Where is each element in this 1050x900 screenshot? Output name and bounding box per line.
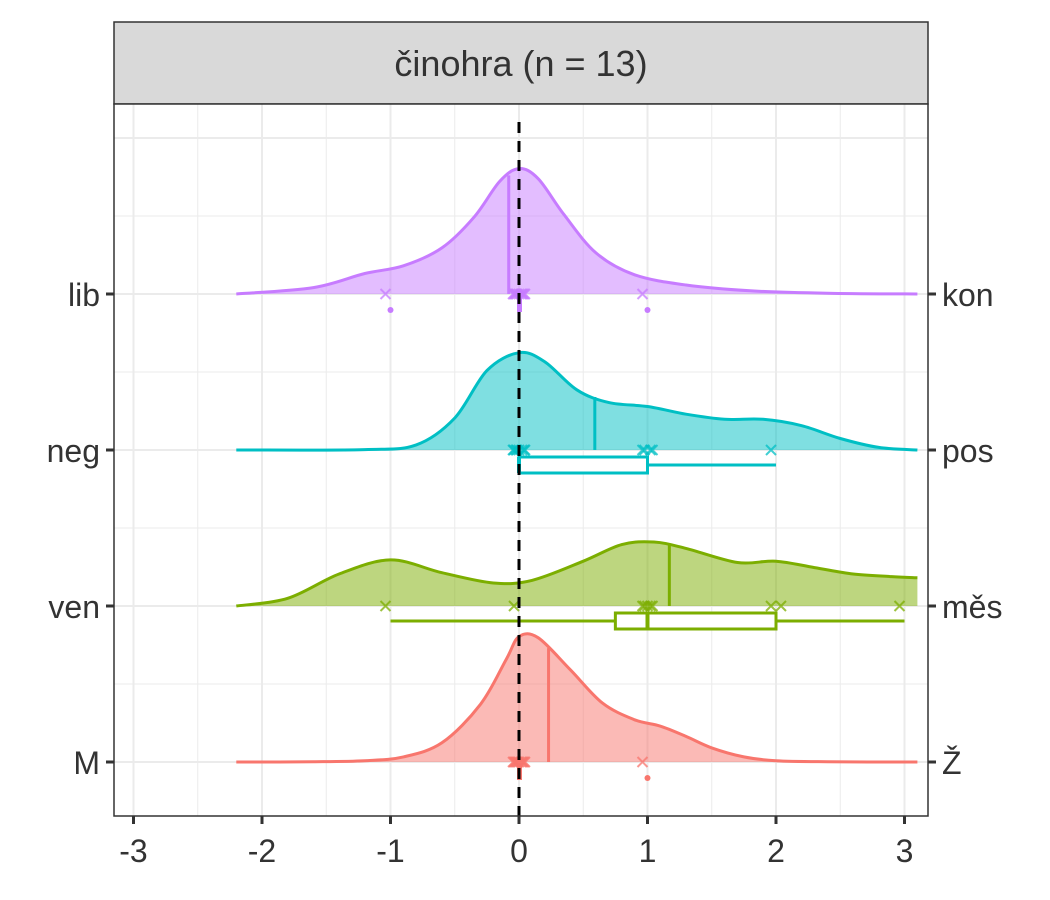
strip-background [113,21,929,105]
x-tick-label: 0 [510,833,528,869]
box-collapsed [517,298,522,312]
data-point [507,444,519,456]
x-tick-label: 1 [639,833,657,869]
ridges [236,167,918,781]
box-iqr [613,611,778,631]
x-tick-label: -2 [248,833,276,869]
facet-title: činohra (n = 13) [394,43,647,84]
density-line [236,540,918,608]
data-point [893,600,906,612]
density-line [236,632,918,764]
ridge-ven [236,540,918,631]
data-point [379,288,392,300]
x-tick-label: 3 [896,833,914,869]
y-label-left: M [73,745,100,781]
data-point [636,756,649,768]
density-area [236,541,918,606]
data-point [512,756,524,768]
y-label-right: pos [942,433,994,469]
box-iqr [517,455,649,475]
data-point [775,600,787,612]
box-outlier [387,307,394,313]
y-label-right: Ž [942,745,962,781]
x-tick-label: -3 [119,833,147,869]
data-point [636,288,649,300]
data-point [641,600,654,612]
y-label-right: měs [942,589,1002,625]
density-area [236,633,918,762]
data-point [644,600,657,612]
panel-border [113,103,929,817]
y-label-right: kon [942,277,994,313]
density-area [236,168,918,294]
y-label-left: neg [47,433,100,469]
data-point [508,600,520,612]
data-point [379,600,392,612]
density-area [236,352,918,451]
data-point [765,600,777,612]
data-point [644,444,657,456]
density-line [236,167,918,296]
data-point [765,444,777,456]
x-tick-label: 2 [767,833,785,869]
y-label-left: ven [48,589,100,625]
box-outlier [644,307,651,313]
box-outlier [644,775,651,781]
density-line [236,350,918,452]
y-label-left: lib [68,277,100,313]
ridge-neg [236,350,918,475]
ridge-lib [236,167,918,313]
x-tick-label: -1 [376,833,404,869]
strip: činohra (n = 13) [113,21,929,105]
